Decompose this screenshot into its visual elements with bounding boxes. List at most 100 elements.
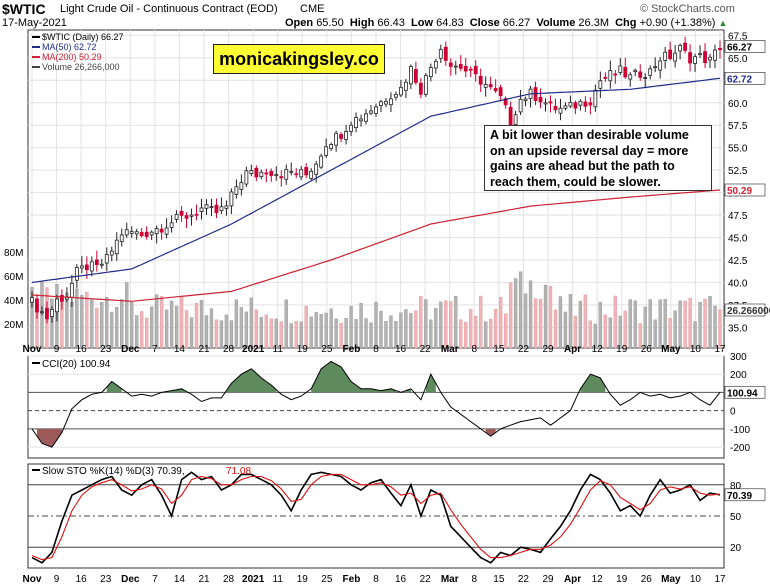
volume-bar — [603, 314, 607, 349]
ma200-badge: 50.29 — [727, 186, 752, 197]
candle-body — [74, 267, 79, 281]
candle-body — [573, 102, 578, 109]
x-tick-label: Apr — [564, 574, 581, 585]
volume-bar — [70, 302, 74, 349]
cci-tick-label: -200 — [730, 443, 750, 454]
volume-bar — [698, 302, 702, 349]
candle-body — [60, 295, 64, 302]
watermark-label: monicakingsley.co — [213, 44, 385, 74]
candle-body — [638, 71, 643, 78]
candle-body — [189, 214, 194, 217]
volume-bar — [484, 321, 488, 349]
volume-bar — [154, 294, 159, 349]
x-tick-label: Dec — [121, 344, 140, 355]
candle-body — [523, 98, 528, 101]
x-tick-label: 19 — [297, 344, 309, 355]
candle-body — [114, 239, 119, 255]
candle-body — [55, 298, 59, 313]
ohlc-stats: Open 65.50 High 66.43 Low 64.83 Close 66… — [285, 17, 727, 29]
candle-body — [304, 167, 309, 176]
candle-body — [369, 110, 373, 114]
candle-body — [204, 204, 209, 209]
symbol: $WTIC — [2, 1, 46, 17]
price-tick-label: 60.0 — [728, 99, 748, 110]
volume-bar — [419, 296, 423, 349]
candle-body — [708, 56, 712, 61]
candle-body — [678, 45, 683, 52]
high-value: 66.43 — [377, 17, 405, 29]
low-value: 64.83 — [436, 17, 464, 29]
candle-body — [503, 98, 508, 106]
x-tick-label: 15 — [493, 344, 505, 355]
volume-bar — [249, 297, 254, 349]
volume-bar — [269, 318, 273, 349]
volume-bar — [229, 320, 234, 349]
x-tick-label: 28 — [223, 574, 235, 585]
candle-body — [279, 176, 284, 179]
candle-body — [628, 74, 633, 80]
candle-body — [144, 231, 149, 237]
volume-bar — [653, 319, 657, 349]
x-tick-label: 16 — [395, 344, 407, 355]
candle-body — [518, 98, 523, 113]
candle-body — [384, 100, 388, 105]
x-tick-label: 16 — [76, 574, 88, 585]
sto-tick-label: 50 — [730, 512, 742, 523]
annotation-line: on an upside reversal day = more — [490, 143, 689, 158]
annotation-box: A bit lower than desirable volume on an … — [484, 125, 712, 191]
candle-body — [119, 234, 124, 242]
candle-body — [349, 124, 353, 132]
volume-bar — [703, 298, 707, 349]
candle-body — [134, 231, 139, 235]
volume-badge: 26.266000 — [727, 306, 770, 317]
volume-bar — [663, 299, 667, 349]
volume-bar — [399, 312, 403, 349]
cci-fill-positive — [311, 361, 396, 393]
candle-body — [508, 106, 513, 125]
volume-bar — [389, 315, 393, 349]
volume-bar — [354, 319, 358, 349]
candle-body — [453, 65, 458, 68]
candle-body — [583, 101, 588, 107]
candle-body — [608, 70, 613, 82]
x-tick-label: 7 — [152, 574, 158, 585]
annotation-line: gains are ahead but the path to — [490, 159, 675, 173]
cci-fill-negative — [36, 428, 62, 448]
volume-bar — [518, 271, 523, 349]
volume-bar — [145, 317, 149, 349]
candle-body — [603, 76, 608, 79]
x-tick-label: 8 — [373, 574, 379, 585]
candle-body — [473, 65, 478, 75]
x-tick-label: Nov — [23, 574, 42, 585]
candle-body — [104, 254, 109, 264]
candle-body — [404, 81, 408, 91]
x-tick-label: 25 — [321, 574, 333, 585]
x-tick-label: 23 — [100, 344, 112, 355]
candle-body — [713, 49, 717, 61]
cci-badge: 100.94 — [727, 388, 758, 399]
x-tick-label: 8 — [373, 344, 379, 355]
low-label: Low — [411, 17, 434, 29]
x-tick-label: 12 — [592, 344, 604, 355]
x-tick-label: 14 — [174, 344, 186, 355]
candle-body — [164, 227, 169, 235]
legend-price: $WTIC (Daily) 66.27 — [42, 32, 124, 42]
price-tick-label: 52.5 — [728, 166, 748, 177]
volume-bar — [259, 317, 263, 349]
volume-bar — [219, 320, 224, 349]
volume-bar — [110, 311, 114, 349]
volume-bar — [214, 319, 219, 349]
candle-body — [399, 86, 403, 96]
candle-body — [344, 131, 348, 140]
x-tick-label: 2021 — [242, 344, 265, 355]
candle-body — [219, 206, 224, 211]
volume-bar — [494, 308, 498, 349]
candle-body — [319, 155, 324, 168]
close-badge: 66.27 — [727, 42, 752, 53]
candle-body — [423, 75, 428, 95]
sto-badge-bg — [724, 488, 766, 502]
x-tick-label: 2021 — [242, 574, 265, 585]
x-tick-label: 28 — [223, 344, 235, 355]
candle-body — [84, 264, 89, 271]
